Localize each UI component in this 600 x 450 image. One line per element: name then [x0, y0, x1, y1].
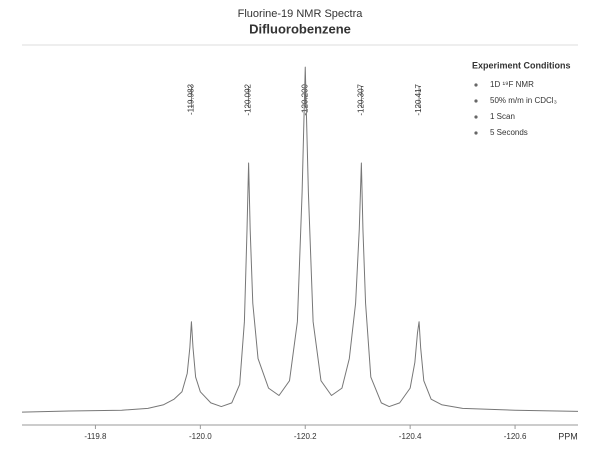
- x-tick-label: -120.0: [189, 432, 212, 441]
- spectrum-line: [21, 66, 579, 413]
- chart-subtitle: Difluorobenzene: [249, 21, 351, 36]
- legend-bullet: [474, 83, 478, 87]
- chart-title: Fluorine-19 NMR Spectra: [238, 8, 364, 20]
- x-tick-label: -120.2: [294, 432, 317, 441]
- peak-label: -120.417: [414, 83, 423, 115]
- legend-bullet: [474, 131, 478, 135]
- legend-item: 1 Scan: [490, 112, 515, 121]
- peak-label: -119.983: [187, 83, 196, 115]
- x-tick-label: -120.6: [504, 432, 527, 441]
- x-axis-label: PPM: [558, 431, 578, 441]
- legend-item: 50% m/m in CDCl₃: [490, 96, 557, 105]
- legend-item: 1D ¹⁹F NMR: [490, 80, 534, 89]
- peak-label: -120.092: [244, 83, 253, 115]
- peak-label: -120.307: [356, 83, 365, 115]
- legend-bullet: [474, 99, 478, 103]
- legend-item: 5 Seconds: [490, 128, 528, 137]
- legend-title: Experiment Conditions: [472, 60, 571, 70]
- x-tick-label: -119.8: [84, 432, 107, 441]
- legend-bullet: [474, 115, 478, 119]
- x-tick-label: -120.4: [399, 432, 422, 441]
